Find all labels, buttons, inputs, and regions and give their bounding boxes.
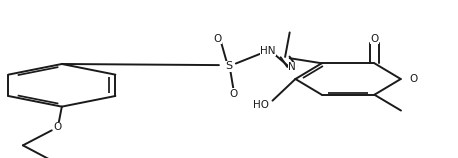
Text: O: O: [53, 122, 61, 132]
Text: O: O: [213, 34, 222, 44]
Text: HO: HO: [253, 100, 269, 110]
Text: N: N: [289, 62, 296, 72]
Text: O: O: [370, 34, 379, 44]
Text: O: O: [409, 74, 417, 84]
Text: O: O: [229, 89, 238, 99]
Text: HN: HN: [260, 46, 276, 56]
Text: S: S: [225, 61, 233, 71]
